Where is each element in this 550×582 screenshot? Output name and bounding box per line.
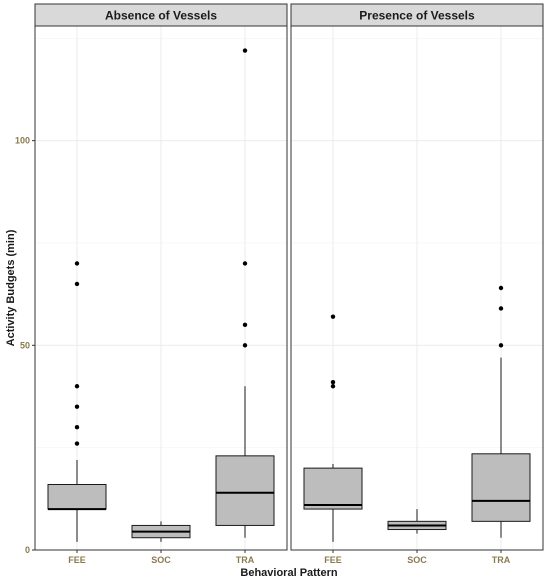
outlier-point bbox=[74, 281, 80, 287]
outlier-point bbox=[242, 343, 248, 348]
box-tra bbox=[215, 48, 275, 538]
outlier-point bbox=[330, 379, 336, 385]
y-axis: 0 50 100 bbox=[15, 136, 35, 555]
iqr-box bbox=[215, 455, 275, 526]
y-axis-title: Activity Budgets (min) bbox=[5, 229, 17, 346]
x-axis: FEE SOC TRA FEE SOC TRA bbox=[68, 550, 511, 565]
x-tick-label: TRA bbox=[492, 555, 511, 565]
iqr-box bbox=[303, 467, 363, 510]
x-axis-title: Behavioral Pattern bbox=[240, 567, 337, 579]
x-tick-label: FEE bbox=[68, 555, 86, 565]
y-tick-label: 100 bbox=[15, 136, 30, 146]
outlier-point bbox=[498, 285, 504, 291]
outlier-point bbox=[498, 306, 504, 311]
box-tra bbox=[471, 285, 531, 538]
box-soc bbox=[387, 509, 447, 534]
box-fee bbox=[303, 314, 363, 542]
x-tick-label: SOC bbox=[151, 555, 171, 565]
box-fee bbox=[47, 261, 107, 542]
y-tick-label: 0 bbox=[25, 545, 30, 555]
outlier-point bbox=[74, 441, 80, 446]
panel-title: Absence of Vessels bbox=[105, 9, 217, 23]
panel-0: Absence of Vessels bbox=[34, 3, 288, 551]
outlier-point bbox=[330, 384, 336, 389]
x-tick-label: TRA bbox=[236, 555, 255, 565]
outlier-point bbox=[74, 261, 80, 266]
iqr-box bbox=[47, 484, 107, 510]
x-tick-label: FEE bbox=[324, 555, 342, 565]
y-tick-label: 50 bbox=[20, 340, 30, 350]
x-tick-label: SOC bbox=[407, 555, 427, 565]
outlier-point bbox=[498, 343, 504, 348]
panel-1: Presence of Vessels bbox=[290, 3, 544, 551]
panel-title: Presence of Vessels bbox=[359, 9, 475, 23]
outlier-point bbox=[330, 314, 336, 319]
box-soc bbox=[131, 521, 191, 542]
outlier-point bbox=[242, 48, 248, 53]
outlier-point bbox=[242, 322, 248, 328]
outlier-point bbox=[74, 404, 80, 409]
panels-layer: Absence of Vessels Presence of Vessels bbox=[34, 3, 544, 551]
outlier-point bbox=[74, 424, 80, 430]
outlier-point bbox=[74, 384, 80, 389]
outlier-point bbox=[242, 261, 248, 266]
iqr-box bbox=[471, 453, 531, 522]
